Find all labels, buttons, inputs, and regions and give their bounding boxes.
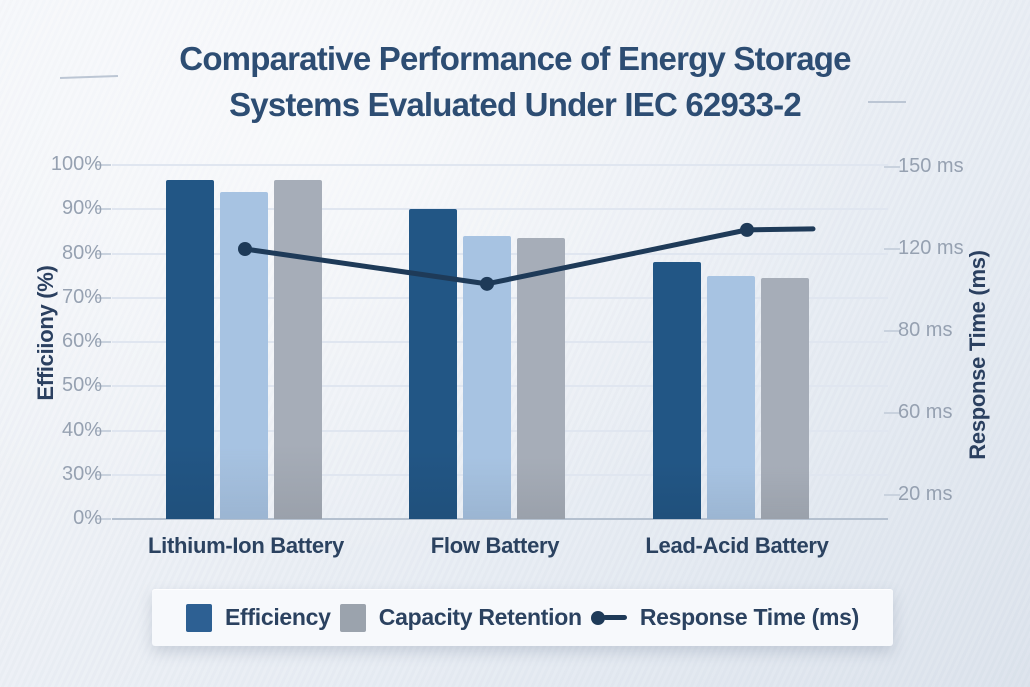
y-left-tick-mark xyxy=(95,296,111,299)
gridline xyxy=(112,164,888,166)
y-left-tick-label: 100% xyxy=(50,153,102,175)
y-right-tick-mark xyxy=(884,330,900,332)
line-dash-icon xyxy=(602,615,627,620)
response-time-point xyxy=(740,222,754,237)
bar-unlabeled-light-blue-bar xyxy=(707,275,755,519)
y-left-tick-label: 80% xyxy=(61,241,102,264)
chart-title-line2: Systems Evaluated Under IEC 62933-2 xyxy=(229,85,802,123)
legend-label-response-time: Response Time (ms) xyxy=(639,604,859,630)
y-left-tick-label: 0% xyxy=(73,507,102,529)
bar-unlabeled-light-blue-bar xyxy=(463,235,511,519)
chart-title-line1: Comparative Performance of Energy Storag… xyxy=(179,40,851,77)
y-left-tick-mark xyxy=(95,341,111,343)
line-marker-icon xyxy=(590,610,627,625)
category-label-lithium-ion: Lithium-Ion Battery xyxy=(148,533,344,558)
y-right-tick-label: 150 ms xyxy=(898,155,964,177)
y-left-tick-mark xyxy=(95,385,111,388)
efficiency-swatch-icon xyxy=(186,603,212,632)
gridline xyxy=(112,208,888,211)
y-left-tick-label: 40% xyxy=(61,418,102,441)
bar-efficiency xyxy=(653,262,701,519)
chart-title: Comparative Performance of Energy Storag… xyxy=(0,36,1030,127)
bar-efficiency xyxy=(166,180,214,519)
y-left-tick-label: 50% xyxy=(61,374,102,397)
category-label-flow: Flow Battery xyxy=(430,533,560,558)
y-left-tick-label: 30% xyxy=(61,462,102,485)
bar-capacity-retention xyxy=(274,180,322,519)
y-right-tick-mark xyxy=(884,248,900,250)
y-left-tick-label: 90% xyxy=(61,197,102,220)
category-label-lead-acid: Lead-Acid Battery xyxy=(645,533,829,558)
y-left-tick-label: 60% xyxy=(61,330,102,352)
legend-item-capacity-retention: Capacity Retention xyxy=(339,603,582,632)
y-right-tick-mark xyxy=(884,412,900,414)
y-left-tick-label: 70% xyxy=(61,285,102,308)
y-right-tick-label: 20 ms xyxy=(898,483,953,505)
y-left-tick-mark xyxy=(95,518,111,520)
legend-label-capacity-retention: Capacity Retention xyxy=(378,604,582,630)
y-left-tick-mark xyxy=(95,473,111,476)
y-right-tick-label: 120 ms xyxy=(898,237,964,259)
y-axis-right-title: Response Time (ms) xyxy=(965,250,990,460)
line-dot-icon xyxy=(590,610,605,625)
y-right-tick-mark xyxy=(884,494,900,496)
y-right-tick-label: 80 ms xyxy=(898,319,953,341)
title-flourish-right xyxy=(868,101,906,103)
x-axis-baseline xyxy=(112,518,888,520)
y-right-tick-label: 60 ms xyxy=(898,401,953,423)
y-left-tick-mark xyxy=(95,164,111,166)
bar-efficiency xyxy=(409,209,457,519)
y-right-tick-mark xyxy=(884,166,900,168)
capacity-retention-swatch-icon xyxy=(339,603,366,632)
bar-capacity-retention xyxy=(761,277,809,519)
legend: Efficiency Capacity Retention Response T… xyxy=(152,589,893,646)
bar-capacity-retention xyxy=(517,238,565,519)
y-left-tick-mark xyxy=(95,429,111,432)
legend-item-efficiency: Efficiency xyxy=(186,603,331,632)
legend-item-response-time: Response Time (ms) xyxy=(590,604,859,631)
bar-unlabeled-light-blue-bar xyxy=(220,191,268,519)
y-left-tick-mark xyxy=(95,208,111,211)
legend-label-efficiency: Efficiency xyxy=(225,604,331,630)
y-left-tick-mark xyxy=(95,252,111,255)
